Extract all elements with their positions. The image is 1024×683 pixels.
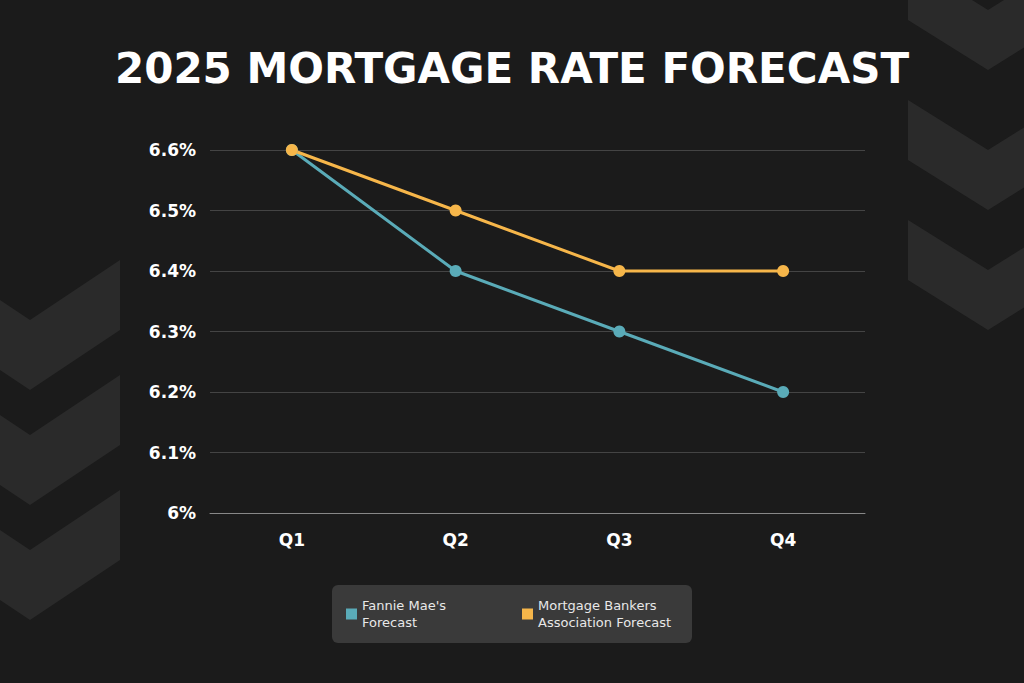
svg-text:6%: 6% [167,503,196,523]
svg-text:6.4%: 6.4% [149,261,196,281]
svg-text:6.1%: 6.1% [149,443,196,463]
svg-text:6.5%: 6.5% [149,201,196,221]
svg-text:Q1: Q1 [279,530,305,550]
svg-text:Q4: Q4 [770,530,796,550]
svg-text:Association Forecast: Association Forecast [538,615,671,630]
svg-text:Forecast: Forecast [362,615,417,630]
svg-text:6.3%: 6.3% [149,322,196,342]
svg-text:Fannie Mae's: Fannie Mae's [362,598,450,613]
svg-text:2025 MORTGAGE RATE FORECAST: 2025 MORTGAGE RATE FORECAST [115,44,909,93]
svg-text:6.2%: 6.2% [149,382,196,402]
svg-text:Q3: Q3 [606,530,632,550]
svg-text:Q2: Q2 [442,530,468,550]
svg-text:Mortgage Bankers: Mortgage Bankers [538,598,661,613]
svg-text:6.6%: 6.6% [149,140,196,160]
